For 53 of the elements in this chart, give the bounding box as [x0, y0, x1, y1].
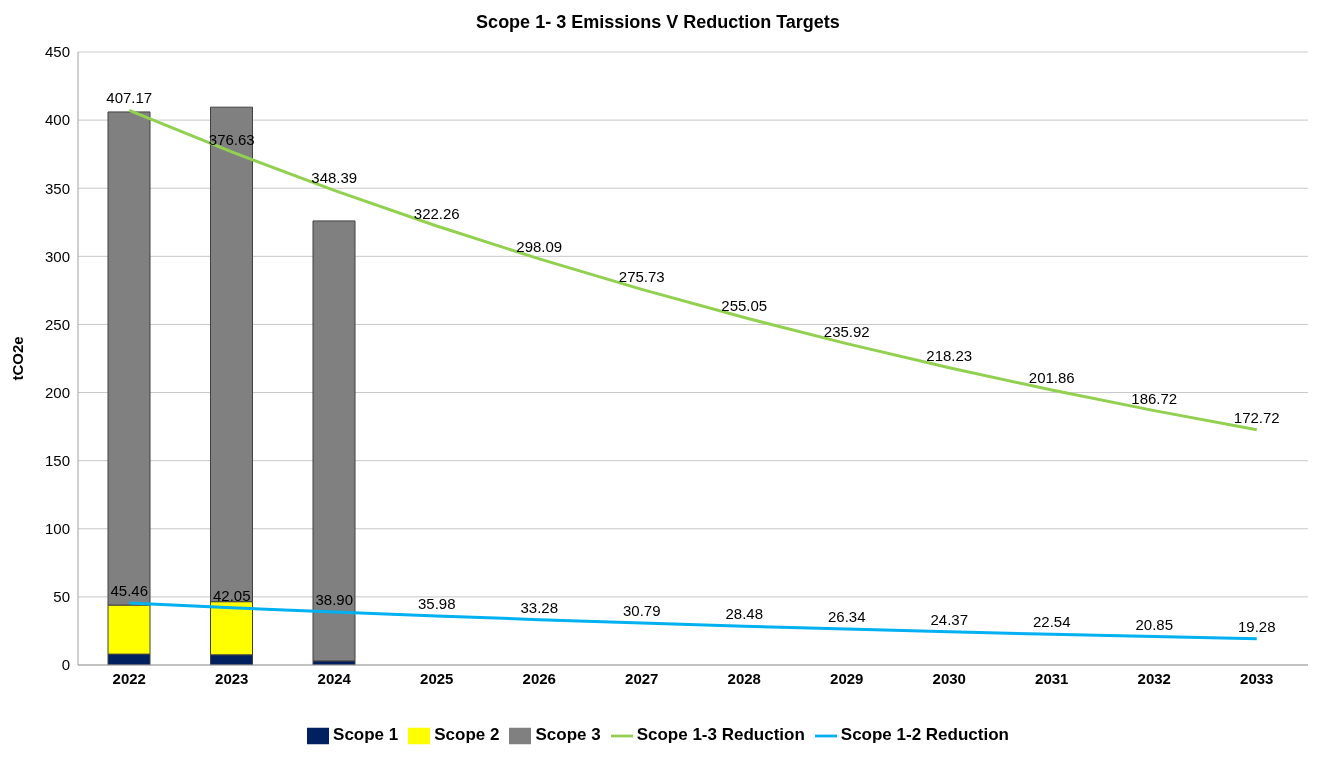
- y-tick-label: 50: [53, 588, 70, 606]
- y-tick-label: 400: [44, 111, 70, 129]
- x-tick-label: 2024: [317, 669, 352, 687]
- data-label: 38.90: [315, 591, 354, 609]
- y-tick-label: 450: [44, 43, 70, 61]
- x-tick-label: 2022: [112, 669, 146, 687]
- legend-label: Scope 1-3 Reduction: [636, 725, 805, 745]
- legend-label: Scope 2: [434, 725, 500, 745]
- data-label: 186.72: [1131, 389, 1178, 407]
- data-label: 407.17: [106, 89, 153, 107]
- data-label: 33.28: [520, 598, 559, 616]
- data-label: 24.37: [930, 610, 969, 628]
- y-tick-label: 150: [44, 451, 70, 469]
- data-label: 22.54: [1032, 613, 1071, 631]
- y-tick-label: 300: [44, 247, 70, 265]
- data-label: 28.48: [725, 605, 764, 623]
- data-label: 298.09: [516, 237, 563, 255]
- data-label: 20.85: [1135, 615, 1174, 633]
- legend-label: Scope 1: [333, 725, 399, 745]
- x-tick-label: 2023: [215, 669, 249, 687]
- y-tick-label: 350: [44, 179, 70, 197]
- chart-title: Scope 1- 3 Emissions V Reduction Targets: [475, 11, 841, 34]
- bar: [312, 220, 356, 662]
- data-label: 42.05: [212, 586, 251, 604]
- x-tick-label: 2029: [830, 669, 864, 687]
- y-tick-label: 0: [61, 656, 70, 674]
- data-label: 255.05: [721, 296, 768, 314]
- data-label: 218.23: [926, 346, 973, 364]
- data-label: 275.73: [618, 268, 665, 286]
- x-tick-label: 2028: [727, 669, 761, 687]
- data-label: 35.98: [417, 594, 456, 612]
- y-tick-label: 200: [44, 383, 70, 401]
- data-label: 322.26: [413, 205, 460, 223]
- data-label: 348.39: [311, 169, 358, 187]
- legend-label: Scope 1-2 Reduction: [840, 725, 1009, 745]
- x-tick-label: 2031: [1035, 669, 1069, 687]
- data-label: 30.79: [622, 602, 661, 620]
- data-label: 201.86: [1028, 369, 1075, 387]
- x-tick-label: 2027: [625, 669, 659, 687]
- data-label: 172.72: [1233, 408, 1280, 426]
- data-label: 26.34: [827, 608, 866, 626]
- x-tick-label: 2032: [1137, 669, 1171, 687]
- x-tick-label: 2033: [1240, 669, 1274, 687]
- y-tick-label: 250: [44, 315, 70, 333]
- x-tick-label: 2030: [932, 669, 966, 687]
- data-label: 235.92: [823, 322, 870, 340]
- y-axis-title: tCO2e: [9, 336, 27, 381]
- y-tick-label: 100: [44, 520, 70, 538]
- x-tick-label: 2026: [522, 669, 556, 687]
- legend-label: Scope 3: [535, 725, 601, 745]
- data-label: 19.28: [1237, 617, 1276, 635]
- data-label: 45.46: [110, 582, 149, 600]
- x-tick-label: 2025: [420, 669, 454, 687]
